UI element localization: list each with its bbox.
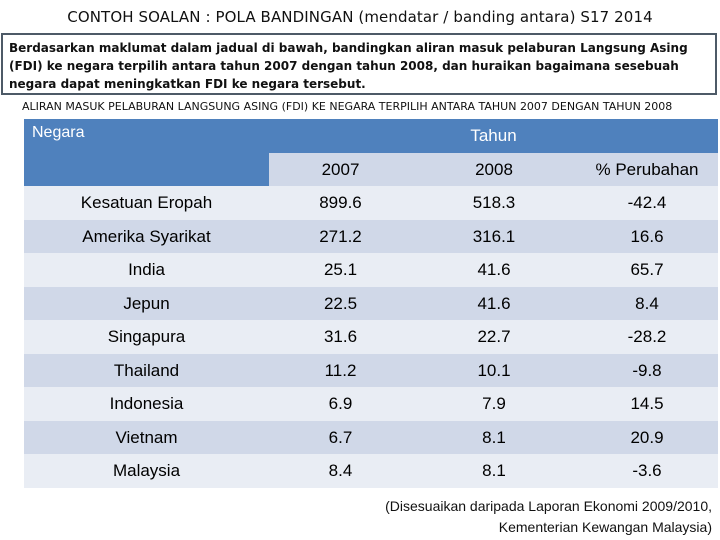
- value-2008-cell: 8.1: [482, 461, 506, 480]
- percent-change-cell: -28.2: [627, 327, 667, 346]
- country-cell: Malaysia: [112, 461, 181, 480]
- country-cell: Kesatuan Eropah: [80, 193, 213, 212]
- percent-change-cell: 65.7: [630, 260, 664, 279]
- question-box: Berdasarkan maklumat dalam jadual di baw…: [1, 33, 717, 95]
- subheader-band: [269, 153, 718, 186]
- page-title: CONTOH SOALAN : POLA BANDINGAN (mendatar…: [67, 8, 653, 26]
- subheader-percent-change: % Perubahan: [595, 160, 699, 179]
- table-row: Singapura 31.6 22.7 -28.2: [24, 320, 718, 354]
- value-2008-cell: 7.9: [482, 394, 506, 413]
- percent-change-cell: -3.6: [632, 461, 662, 480]
- percent-change-cell: 14.5: [630, 394, 664, 413]
- value-2007-cell: 31.6: [323, 327, 358, 346]
- table-row: Jepun 22.5 41.6 8.4: [24, 286, 718, 320]
- value-2008-cell: 8.1: [482, 427, 506, 447]
- country-cell: Singapura: [107, 327, 186, 346]
- header-negara: Negara: [24, 119, 269, 186]
- value-2007-cell: 271.2: [319, 226, 362, 246]
- fdi-table: Negara Tahun 2007 2008 % Perubahan Kesat…: [24, 119, 718, 490]
- percent-change-cell: -42.4: [627, 193, 667, 212]
- country-cell: Thailand: [113, 360, 180, 380]
- value-2007-cell: 899.6: [319, 193, 362, 212]
- percent-change-cell: 8.4: [635, 293, 659, 313]
- value-2007-cell: 6.7: [328, 427, 353, 447]
- value-2007-cell: 6.9: [328, 394, 353, 413]
- value-2008-cell: 316.1: [472, 226, 516, 246]
- table-row: India 25.1 41.6 65.7: [24, 253, 718, 287]
- value-2008-cell: 10.1: [477, 360, 511, 380]
- value-2008-cell: 518.3: [472, 193, 516, 212]
- table-row: Vietnam 6.7 8.1 20.9: [24, 420, 718, 454]
- source-line-2: Kementerian Kewangan Malaysia): [498, 519, 712, 535]
- table-row: Amerika Syarikat 271.2 316.1 16.6: [24, 219, 718, 253]
- table-body: Kesatuan Eropah 899.6 518.3 -42.4 Amerik…: [24, 186, 718, 488]
- value-2008-cell: 22.7: [477, 327, 511, 346]
- subheader-2008: 2008: [475, 160, 513, 179]
- percent-change-cell: 16.6: [630, 226, 664, 246]
- source-line-1: (Disesuaikan daripada Laporan Ekonomi 20…: [385, 498, 712, 514]
- table-row: Thailand 11.2 10.1 -9.8: [24, 353, 718, 387]
- value-2008-cell: 41.6: [477, 293, 511, 313]
- header-tahun: Tahun: [269, 119, 718, 153]
- value-2007-cell: 25.1: [323, 260, 358, 279]
- subheader-2007: 2007: [321, 160, 360, 179]
- value-2007-cell: 11.2: [324, 360, 357, 380]
- table-row: Kesatuan Eropah 899.6 518.3 -42.4: [24, 186, 718, 220]
- percent-change-cell: -9.8: [632, 360, 662, 380]
- table-row: Malaysia 8.4 8.1 -3.6: [24, 454, 718, 488]
- percent-change-cell: 20.9: [630, 427, 664, 447]
- value-2007-cell: 8.4: [328, 461, 353, 480]
- country-cell: Jepun: [123, 293, 170, 313]
- table-row: Indonesia 6.9 7.9 14.5: [24, 387, 718, 421]
- country-cell: Vietnam: [115, 427, 178, 447]
- country-cell: India: [128, 260, 165, 279]
- value-2008-cell: 41.6: [477, 260, 511, 279]
- country-cell: Indonesia: [109, 394, 184, 413]
- country-cell: Amerika Syarikat: [82, 226, 211, 246]
- source-note: (Disesuaikan daripada Laporan Ekonomi 20…: [290, 496, 712, 538]
- value-2007-cell: 22.5: [323, 293, 358, 313]
- table-caption: ALIRAN MASUK PELABURAN LANGSUNG ASING (F…: [22, 100, 673, 113]
